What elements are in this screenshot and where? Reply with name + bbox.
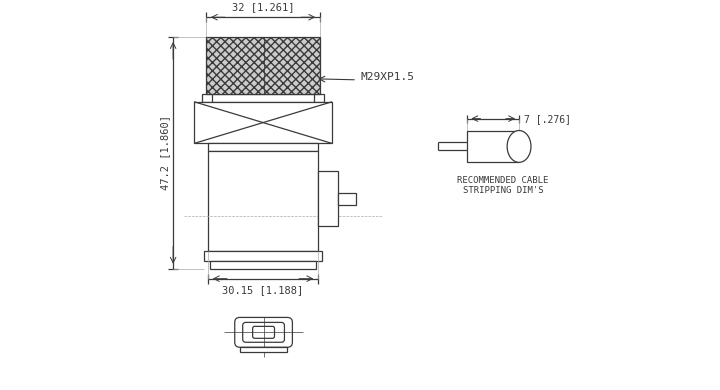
Bar (208, 151, 318, 251)
Bar (208, 144, 318, 151)
Text: 47.2 [1.860]: 47.2 [1.860] (160, 115, 170, 190)
Bar (467, 131, 519, 162)
Bar (206, 37, 320, 94)
Text: M29XP1.5: M29XP1.5 (360, 72, 414, 82)
Bar (240, 347, 287, 352)
Bar (318, 171, 338, 226)
Bar (204, 251, 323, 261)
Bar (202, 94, 324, 102)
Text: 30.15 [1.188]: 30.15 [1.188] (222, 285, 304, 294)
Bar (194, 102, 332, 144)
Ellipse shape (507, 131, 531, 162)
Bar (338, 193, 356, 205)
Text: RECOMMENDED CABLE: RECOMMENDED CABLE (457, 176, 549, 185)
Bar (210, 261, 316, 269)
Text: STRIPPING DIM'S: STRIPPING DIM'S (463, 186, 544, 195)
Text: 32 [1.261]: 32 [1.261] (232, 2, 294, 12)
Text: 7 [.276]: 7 [.276] (524, 113, 571, 124)
